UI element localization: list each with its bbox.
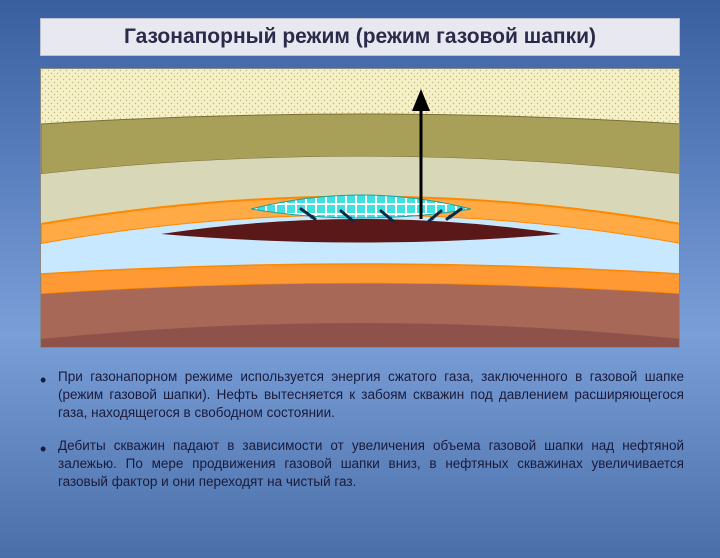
page-title: Газонапорный режим (режим газовой шапки) [53,25,667,49]
bullet-item: При газонапорном режиме используется эне… [36,368,684,423]
bullet-list: При газонапорном режиме используется эне… [36,368,684,491]
cross-section-diagram [40,68,680,348]
title-block: Газонапорный режим (режим газовой шапки) [40,18,680,56]
bullet-item: Дебиты скважин падают в зависимости от у… [36,437,684,492]
diagram-svg [41,69,680,348]
